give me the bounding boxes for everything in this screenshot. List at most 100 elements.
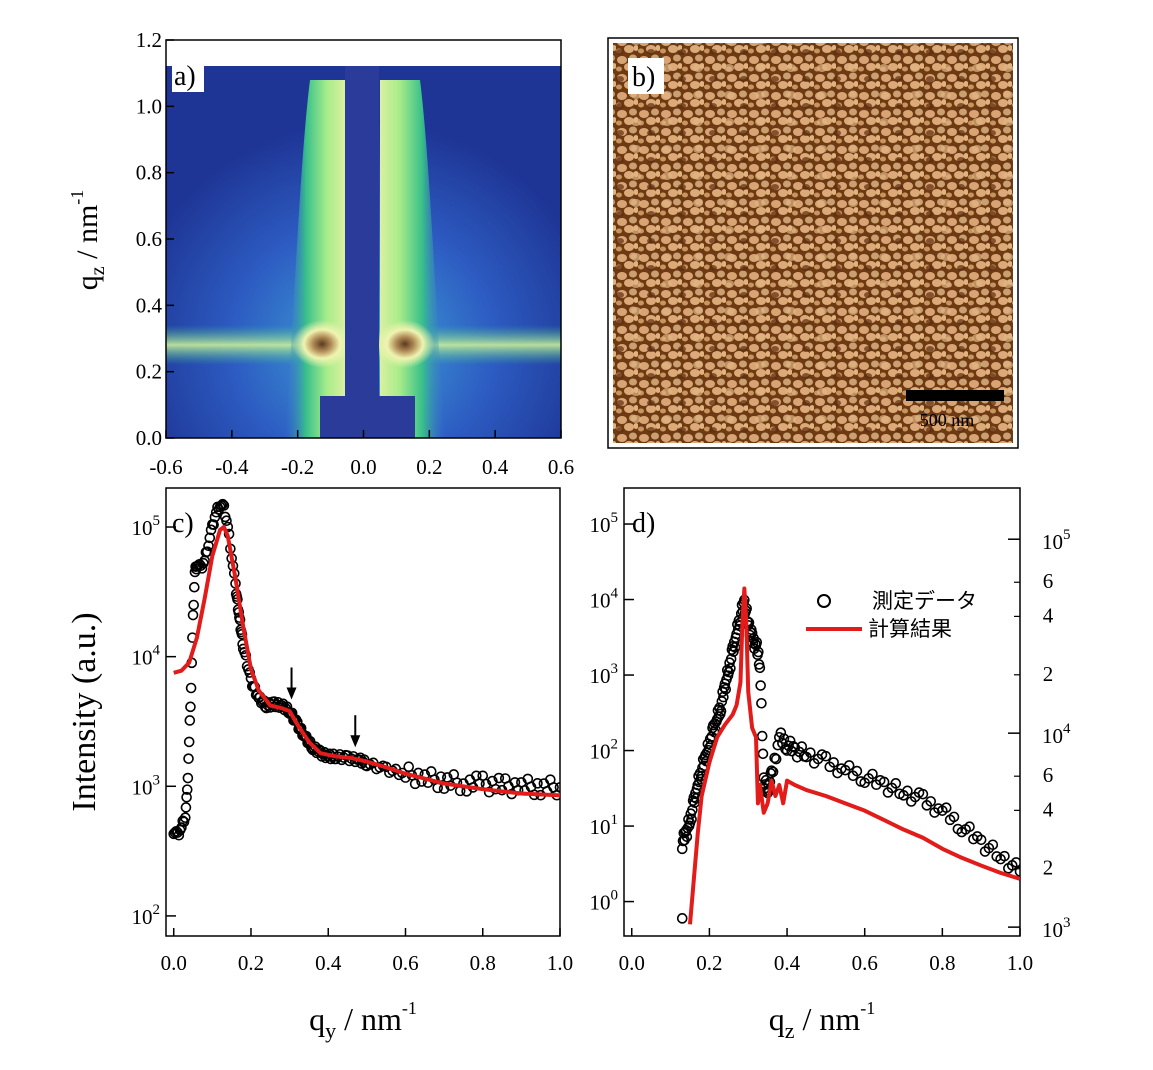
y-minor-label-right: 6 xyxy=(1043,569,1054,593)
data-point xyxy=(221,515,232,527)
data-point xyxy=(770,753,782,765)
scale-bar-label: 500 nm xyxy=(920,410,975,430)
data-point xyxy=(176,822,187,833)
y-tick-label-left: 102 xyxy=(590,737,619,764)
data-point xyxy=(182,772,194,784)
y-minor-label-right: 4 xyxy=(1043,603,1054,627)
data-point xyxy=(180,812,191,823)
legend: 測定データ 計算結果 xyxy=(806,589,977,641)
scale-bar xyxy=(906,390,1004,401)
panel-c-plot xyxy=(168,498,560,841)
data-point xyxy=(756,697,767,709)
data-point xyxy=(890,778,902,789)
y-tick-label: 103 xyxy=(132,772,161,799)
y-tick-label: 104 xyxy=(132,643,161,670)
x-tick-label: 0.6 xyxy=(392,951,418,975)
legend-label-measured: 測定データ xyxy=(872,589,977,613)
data-point xyxy=(177,815,189,827)
legend-label-calculated: 計算結果 xyxy=(868,617,952,641)
data-point xyxy=(208,519,219,530)
panel-d-xlabel: qz / nm-1 xyxy=(769,998,876,1043)
panel-c-ylabel: Intensity (a.u.) xyxy=(66,612,103,811)
x-tick-label: 0.6 xyxy=(548,455,574,479)
data-point xyxy=(757,748,769,760)
data-point xyxy=(493,772,505,784)
data-point xyxy=(181,791,192,803)
data-point xyxy=(964,821,975,833)
data-point xyxy=(204,532,216,544)
y-tick-label-right: 103 xyxy=(1042,915,1071,942)
data-point xyxy=(767,766,779,778)
data-point xyxy=(185,701,196,713)
x-tick-label: 0.2 xyxy=(416,455,442,479)
y-minor-label-right: 2 xyxy=(1043,662,1054,686)
y-tick-label: 1.0 xyxy=(136,94,162,118)
y-minor-label-right: 4 xyxy=(1043,797,1054,821)
data-point xyxy=(532,778,543,789)
data-point xyxy=(181,784,193,795)
y-tick-label: 0.2 xyxy=(136,360,162,384)
y-tick-label-left: 101 xyxy=(590,812,619,839)
x-tick-label: 0.4 xyxy=(482,455,509,479)
data-point xyxy=(773,731,785,743)
panel-a-heatmap xyxy=(166,66,561,438)
data-point xyxy=(554,782,560,793)
data-point xyxy=(820,750,832,762)
data-point xyxy=(180,802,192,813)
x-tick-label: 0.4 xyxy=(315,951,342,975)
data-point xyxy=(987,839,999,851)
panel-d-plot xyxy=(676,586,1020,925)
data-point xyxy=(796,741,808,752)
y-minor-label-right: 6 xyxy=(1043,763,1054,787)
x-tick-label: 0.6 xyxy=(852,951,878,975)
data-point xyxy=(828,757,839,768)
y-tick-label: 102 xyxy=(132,902,161,929)
y-tick-label-left: 105 xyxy=(590,510,619,537)
data-point xyxy=(783,740,794,752)
y-tick-label: 0.6 xyxy=(136,227,162,251)
data-point xyxy=(756,730,768,742)
data-point xyxy=(975,834,987,846)
annotation-arrow-head xyxy=(286,687,297,700)
panel-a-axes: -0.6 -0.4 -0.2 0.0 0.2 0.4 0.6 0.0 0.2 0.4 0.6 0.8 1… xyxy=(136,28,574,479)
data-point xyxy=(843,760,855,771)
data-point xyxy=(187,609,199,621)
data-point xyxy=(769,752,780,764)
data-point xyxy=(218,500,230,511)
panel-c-axes: 0.0 0.2 0.4 0.6 0.8 1.0 102 103 104 105 xyxy=(132,513,574,975)
data-point xyxy=(917,788,929,800)
annotation-arrow-head xyxy=(350,735,361,748)
x-tick-label: 0.8 xyxy=(470,951,496,975)
x-tick-label: 1.0 xyxy=(547,951,573,975)
data-point xyxy=(1010,857,1020,868)
data-point xyxy=(191,561,203,572)
data-point xyxy=(409,778,421,790)
panel-c: 0.0 0.2 0.4 0.6 0.8 1.0 102 103 104 105 c) Intens… xyxy=(66,487,574,1043)
data-point xyxy=(754,662,766,674)
data-point xyxy=(1014,866,1020,877)
x-tick-label: 0.0 xyxy=(619,951,645,975)
data-point xyxy=(753,646,764,658)
x-tick-label: 1.0 xyxy=(1007,951,1033,975)
data-point xyxy=(185,682,197,694)
data-point xyxy=(183,736,195,748)
data-point xyxy=(948,811,960,823)
data-point xyxy=(778,733,790,744)
x-tick-label: -0.2 xyxy=(281,455,314,479)
data-point xyxy=(925,796,937,807)
y-tick-label-right: 104 xyxy=(1042,721,1071,748)
data-point xyxy=(184,715,196,726)
y-tick-label-right: 105 xyxy=(1042,527,1071,554)
fit-line xyxy=(688,586,1020,925)
panel-a-label: a) xyxy=(174,61,196,92)
x-tick-label: 0.2 xyxy=(238,951,264,975)
y-tick-label: 0.4 xyxy=(136,293,163,317)
data-point xyxy=(189,581,200,593)
x-tick-label: 0.4 xyxy=(774,951,801,975)
data-point xyxy=(766,765,777,776)
data-point xyxy=(751,637,763,648)
y-tick-label: 0.8 xyxy=(136,161,162,185)
data-point xyxy=(851,765,863,777)
data-point xyxy=(805,747,816,758)
